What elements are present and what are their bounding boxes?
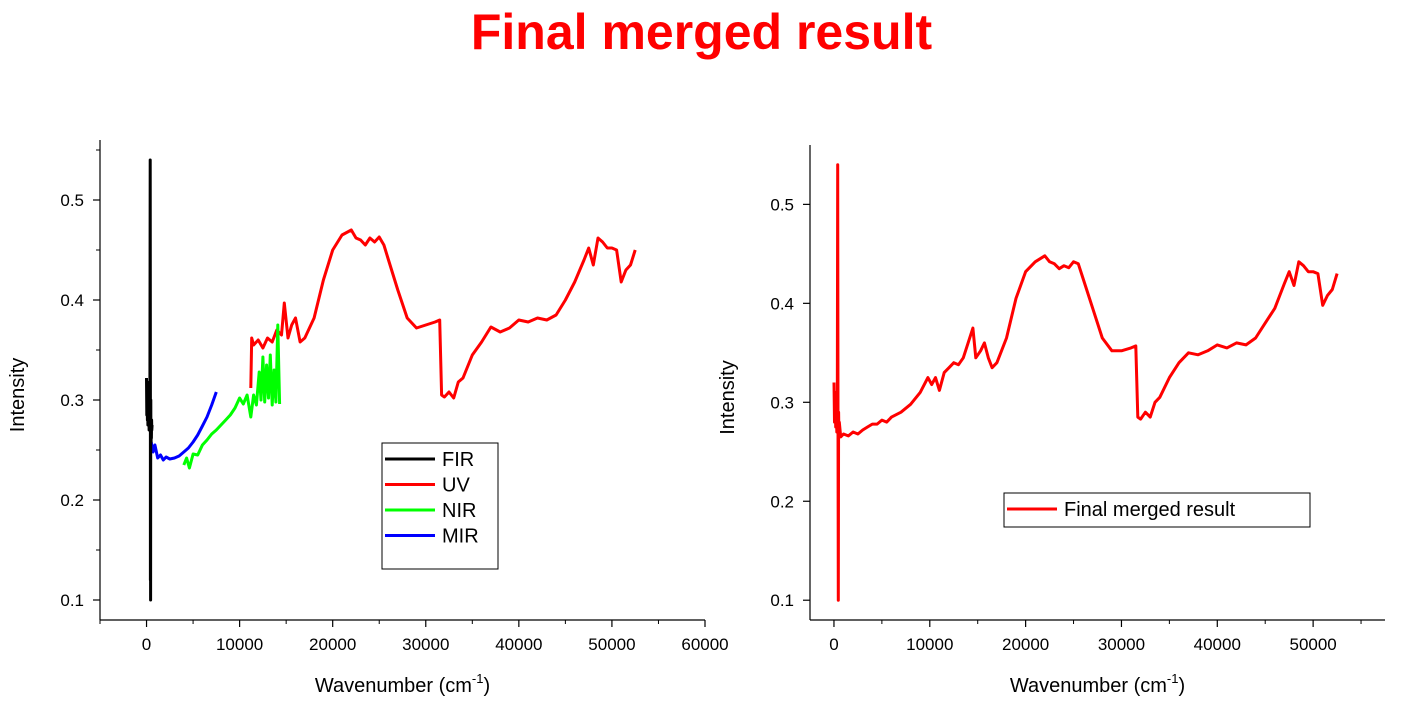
y-tick-label: 0.3 — [770, 393, 794, 412]
x-tick-label: 0 — [829, 635, 838, 654]
chart-1: 0 10000 20000 30000 40000 50000 60000 0.1 0.2 0.3… — [7, 140, 729, 697]
series-line-final-merged-result — [832, 163, 1339, 602]
x-tick-label: 20000 — [1002, 635, 1049, 654]
legend-label: Final merged result — [1064, 499, 1236, 521]
x-tick-label: 0 — [142, 635, 151, 654]
x-tick-label: 60000 — [681, 635, 728, 654]
y-tick-label: 0.5 — [60, 191, 84, 210]
x-tick-label: 40000 — [1194, 635, 1241, 654]
x-tick-label: 50000 — [1289, 635, 1336, 654]
legend-label: NIR — [442, 500, 476, 522]
series-line-mir — [149, 391, 218, 462]
x-tick-label: 20000 — [309, 635, 356, 654]
x-tick-label: 10000 — [216, 635, 263, 654]
legend-label: MIR — [442, 526, 479, 548]
legend: Final merged result — [1003, 492, 1311, 528]
y-tick-label: 0.2 — [60, 491, 84, 510]
x-tick-label: 30000 — [402, 635, 449, 654]
y-tick-label: 0.4 — [770, 294, 794, 313]
x-tick-label: 10000 — [906, 635, 953, 654]
series-line-fir — [145, 158, 154, 602]
page-title: Final merged result — [470, 4, 933, 60]
x-axis-label: Wavenumber (cm-1) — [315, 671, 490, 697]
legend: FIR UV NIR MIR — [381, 442, 499, 570]
x-axis-label: Wavenumber (cm-1) — [1010, 671, 1185, 697]
x-tick-label: 50000 — [588, 635, 635, 654]
y-axis-label: Intensity — [717, 360, 739, 434]
legend-label: UV — [442, 475, 470, 497]
series-line-nir — [182, 323, 282, 470]
series-line-uv — [249, 228, 637, 400]
x-tick-label: 40000 — [495, 635, 542, 654]
legend-label: FIR — [442, 449, 474, 471]
x-tick-label: 30000 — [1098, 635, 1145, 654]
y-tick-label: 0.4 — [60, 291, 84, 310]
y-tick-label: 0.3 — [60, 391, 84, 410]
y-tick-label: 0.1 — [770, 591, 794, 610]
legend-box — [381, 442, 499, 570]
chart-2: 0 10000 20000 30000 40000 50000 0.1 0.2 0.3 0.4 0.… — [717, 145, 1385, 697]
y-axis-label: Intensity — [7, 358, 29, 432]
y-tick-label: 0.5 — [770, 195, 794, 214]
y-tick-label: 0.1 — [60, 591, 84, 610]
y-tick-label: 0.2 — [770, 492, 794, 511]
